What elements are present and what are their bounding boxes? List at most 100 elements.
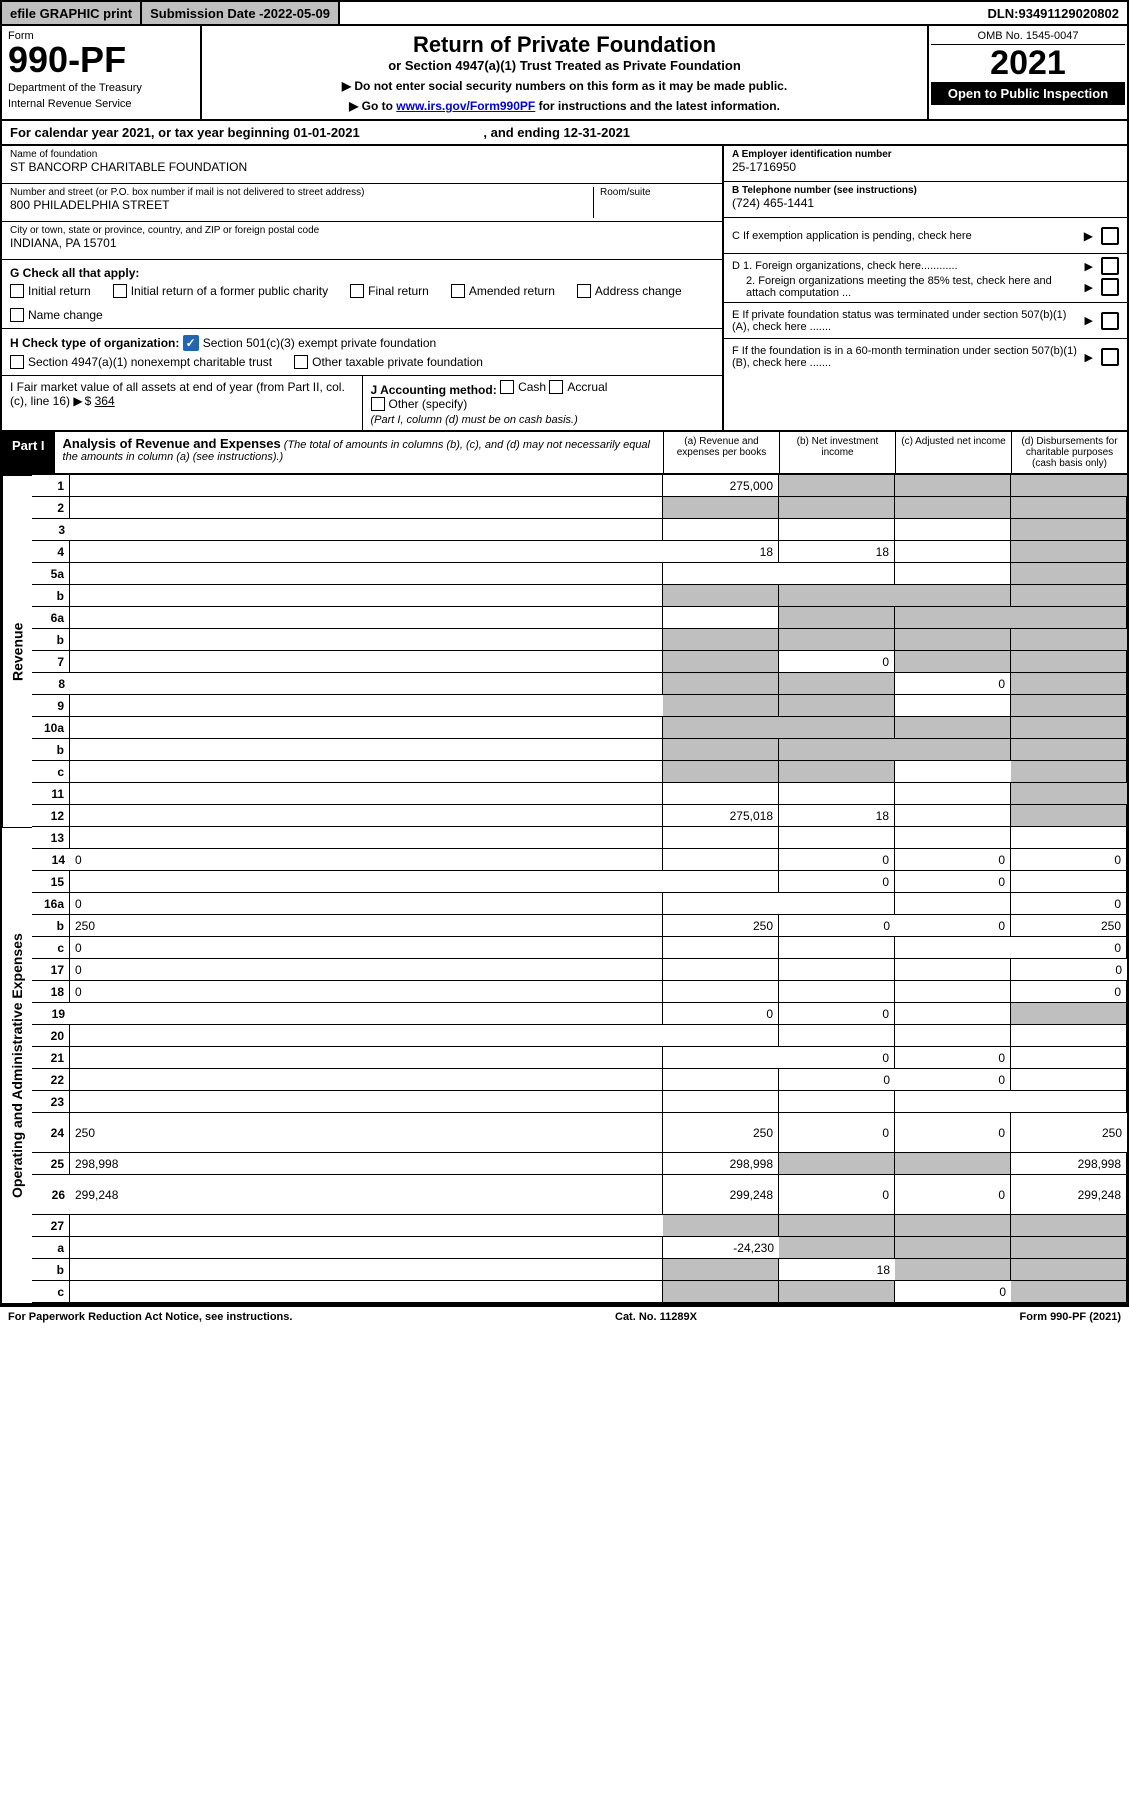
top-bar-spacer bbox=[340, 2, 979, 24]
h-opt-other[interactable]: Other taxable private foundation bbox=[294, 355, 483, 369]
address-row: Number and street (or P.O. box number if… bbox=[2, 184, 722, 222]
c-checkbox[interactable] bbox=[1101, 227, 1119, 245]
j-accrual[interactable]: Accrual bbox=[549, 380, 607, 394]
cell-c bbox=[895, 475, 1011, 497]
cell-c bbox=[895, 1091, 1011, 1113]
line-number: 21 bbox=[32, 1047, 70, 1069]
ein-value: 25-1716950 bbox=[732, 160, 1119, 174]
checkbox-icon bbox=[10, 308, 24, 322]
line-number: 14 bbox=[32, 849, 70, 871]
line-number: 12 bbox=[32, 805, 70, 827]
cell-b bbox=[779, 585, 895, 607]
cell-c bbox=[895, 1259, 1011, 1281]
line-description: 298,998 bbox=[70, 1153, 663, 1175]
line-number: 25 bbox=[32, 1153, 70, 1175]
j-note: (Part I, column (d) must be on cash basi… bbox=[371, 414, 715, 426]
j-label: J Accounting method: bbox=[371, 383, 497, 397]
col-d-header: (d) Disbursements for charitable purpose… bbox=[1011, 432, 1127, 473]
cell-b bbox=[779, 497, 895, 519]
cell-d bbox=[1011, 761, 1127, 783]
cell-b bbox=[779, 893, 895, 915]
cell-d bbox=[1011, 1025, 1127, 1047]
cell-b bbox=[779, 1153, 895, 1175]
checkbox-icon bbox=[113, 284, 127, 298]
h-opt-501c3[interactable]: ✓ Section 501(c)(3) exempt private found… bbox=[183, 335, 436, 351]
irs-link[interactable]: www.irs.gov/Form990PF bbox=[396, 99, 535, 113]
cell-c bbox=[895, 717, 1011, 739]
cell-c bbox=[895, 541, 1011, 563]
line-description bbox=[70, 1025, 663, 1047]
j-other[interactable]: Other (specify) bbox=[371, 397, 468, 411]
cell-d: 298,998 bbox=[1011, 1153, 1127, 1175]
cell-d bbox=[1011, 827, 1127, 849]
cell-b bbox=[779, 673, 895, 695]
revenue-section-label: Revenue bbox=[2, 475, 32, 827]
d1-checkbox[interactable] bbox=[1101, 257, 1119, 275]
cell-b bbox=[779, 1281, 895, 1303]
line-description bbox=[70, 585, 663, 607]
line-description bbox=[70, 1003, 663, 1025]
line-number: 27 bbox=[32, 1215, 70, 1237]
cell-d bbox=[1011, 1259, 1127, 1281]
line-description bbox=[70, 651, 663, 673]
line-number: c bbox=[32, 761, 70, 783]
sub-date-label: Submission Date - bbox=[150, 6, 263, 21]
arrow-icon bbox=[1085, 314, 1095, 327]
h-opt-4947[interactable]: Section 4947(a)(1) nonexempt charitable … bbox=[10, 355, 272, 369]
cell-a bbox=[663, 585, 779, 607]
g-option[interactable]: Final return bbox=[350, 284, 429, 298]
calendar-year-line: For calendar year 2021, or tax year begi… bbox=[0, 121, 1129, 146]
g-option[interactable]: Name change bbox=[10, 308, 103, 322]
f-checkbox[interactable] bbox=[1101, 348, 1119, 366]
c-label: C If exemption application is pending, c… bbox=[732, 230, 1078, 242]
cell-a: 250 bbox=[663, 1113, 779, 1153]
line-number: c bbox=[32, 1281, 70, 1303]
cell-b bbox=[779, 519, 895, 541]
street-address: 800 PHILADELPHIA STREET bbox=[10, 198, 587, 212]
cell-d bbox=[1011, 739, 1127, 761]
cell-b: 0 bbox=[779, 651, 895, 673]
goto-link-line: Go to www.irs.gov/Form990PF for instruct… bbox=[212, 99, 917, 113]
j-cash[interactable]: Cash bbox=[500, 380, 546, 394]
cell-a bbox=[663, 651, 779, 673]
col-b-header: (b) Net investment income bbox=[779, 432, 895, 473]
line-description bbox=[70, 1091, 663, 1113]
line-description bbox=[70, 739, 663, 761]
line-description bbox=[70, 673, 663, 695]
line-number: 20 bbox=[32, 1025, 70, 1047]
cell-d: 299,248 bbox=[1011, 1175, 1127, 1215]
cell-b: 18 bbox=[779, 805, 895, 827]
e-checkbox[interactable] bbox=[1101, 312, 1119, 330]
d2-label: 2. Foreign organizations meeting the 85%… bbox=[732, 275, 1079, 299]
cell-c bbox=[895, 1153, 1011, 1175]
cell-b: 0 bbox=[779, 871, 895, 893]
efile-label: efile GRAPHIC print bbox=[2, 2, 142, 24]
cell-d bbox=[1011, 1069, 1127, 1091]
cell-c bbox=[895, 651, 1011, 673]
g-option[interactable]: Initial return of a former public charit… bbox=[113, 284, 328, 298]
cell-a bbox=[663, 1047, 779, 1069]
cell-a bbox=[663, 1091, 779, 1113]
ssn-warning: Do not enter social security numbers on … bbox=[212, 79, 917, 93]
line-number: a bbox=[32, 1237, 70, 1259]
cell-b: 0 bbox=[779, 1175, 895, 1215]
cell-b: 0 bbox=[779, 849, 895, 871]
cell-b bbox=[779, 739, 895, 761]
g-option[interactable]: Amended return bbox=[451, 284, 555, 298]
sub-date-value: 2022-05-09 bbox=[264, 6, 331, 21]
city-label: City or town, state or province, country… bbox=[10, 225, 714, 236]
line-number: 23 bbox=[32, 1091, 70, 1113]
line-description bbox=[70, 629, 663, 651]
f-label: F If the foundation is in a 60-month ter… bbox=[732, 345, 1079, 369]
cell-b bbox=[779, 761, 895, 783]
d2-checkbox[interactable] bbox=[1101, 278, 1119, 296]
section-i: I Fair market value of all assets at end… bbox=[2, 376, 363, 430]
cell-a bbox=[663, 497, 779, 519]
checkbox-icon bbox=[10, 284, 24, 298]
h3-text: Other taxable private foundation bbox=[312, 355, 483, 369]
cell-a bbox=[663, 893, 779, 915]
g-option[interactable]: Initial return bbox=[10, 284, 91, 298]
cell-c bbox=[895, 1215, 1011, 1237]
g-option[interactable]: Address change bbox=[577, 284, 682, 298]
city-value: INDIANA, PA 15701 bbox=[10, 236, 714, 250]
